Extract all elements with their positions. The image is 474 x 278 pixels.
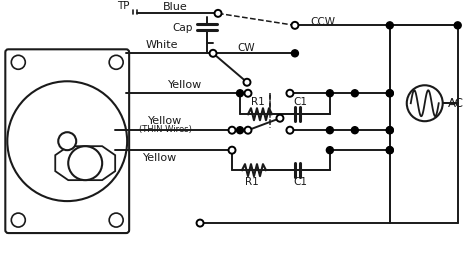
Circle shape — [228, 147, 236, 154]
Circle shape — [327, 147, 333, 154]
Text: Blue: Blue — [163, 3, 187, 12]
Circle shape — [109, 55, 123, 69]
Circle shape — [109, 213, 123, 227]
Text: AC: AC — [448, 97, 464, 110]
Text: CCW: CCW — [310, 17, 335, 27]
Text: Yellow: Yellow — [148, 116, 182, 126]
Circle shape — [351, 127, 358, 134]
Circle shape — [245, 127, 252, 134]
Circle shape — [327, 90, 333, 97]
Circle shape — [244, 79, 250, 86]
Circle shape — [386, 147, 393, 154]
Text: Cap: Cap — [173, 23, 193, 33]
Text: C1: C1 — [293, 177, 307, 187]
Text: White: White — [146, 40, 178, 50]
Text: B: B — [80, 156, 91, 170]
Circle shape — [407, 85, 443, 121]
Circle shape — [286, 90, 293, 97]
Circle shape — [386, 127, 393, 134]
Text: R1: R1 — [245, 177, 259, 187]
Circle shape — [7, 81, 127, 201]
Circle shape — [386, 90, 393, 97]
Circle shape — [11, 55, 25, 69]
Text: TP: TP — [117, 1, 129, 11]
Circle shape — [292, 22, 299, 29]
Circle shape — [197, 220, 203, 227]
Circle shape — [386, 90, 393, 97]
Circle shape — [292, 50, 299, 57]
Circle shape — [386, 22, 393, 29]
Polygon shape — [55, 146, 115, 180]
Circle shape — [351, 90, 358, 97]
Circle shape — [210, 50, 217, 57]
Circle shape — [386, 147, 393, 154]
Text: R1: R1 — [251, 97, 265, 107]
Circle shape — [245, 90, 252, 97]
Circle shape — [286, 127, 293, 134]
FancyBboxPatch shape — [5, 49, 129, 233]
Circle shape — [58, 132, 76, 150]
Circle shape — [228, 127, 236, 134]
Circle shape — [237, 127, 244, 134]
Text: Yellow: Yellow — [168, 80, 202, 90]
Circle shape — [386, 127, 393, 134]
Text: C1: C1 — [293, 97, 307, 107]
Text: (THIN Wires): (THIN Wires) — [139, 125, 191, 134]
Circle shape — [276, 115, 283, 122]
Text: CW: CW — [237, 43, 255, 53]
Circle shape — [454, 22, 461, 29]
Circle shape — [215, 10, 221, 17]
Circle shape — [68, 146, 102, 180]
Text: Yellow: Yellow — [143, 153, 177, 163]
Circle shape — [11, 213, 25, 227]
Circle shape — [237, 90, 244, 97]
Circle shape — [327, 127, 333, 134]
